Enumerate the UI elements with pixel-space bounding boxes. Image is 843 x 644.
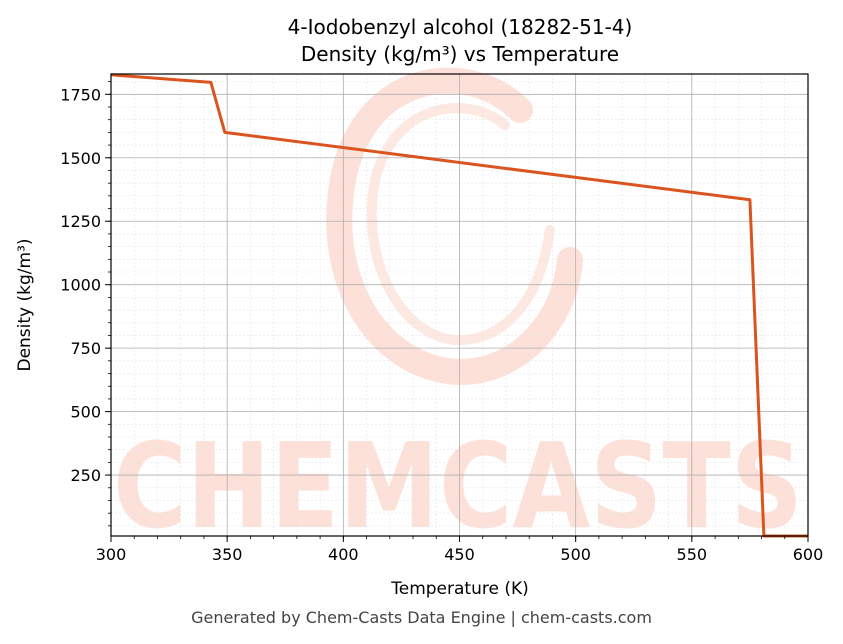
chemcasts-watermark: CHEMCASTS: [113, 67, 803, 555]
chart-subtitle: Density (kg/m³) vs Temperature: [301, 42, 619, 66]
y-tick-label: 750: [70, 339, 101, 358]
y-tick-label: 1250: [60, 212, 101, 231]
y-tick-label: 1500: [60, 149, 101, 168]
footer-credit: Generated by Chem-Casts Data Engine | ch…: [191, 608, 652, 627]
y-tick-label: 250: [70, 466, 101, 485]
y-tick-label: 1000: [60, 276, 101, 295]
y-tick-label: 1750: [60, 85, 101, 104]
x-tick-label: 600: [793, 545, 824, 564]
y-tick-label: 500: [70, 403, 101, 422]
y-axis: 250 500 750 1000 1250 1500 1750: [60, 81, 111, 527]
x-tick-label: 500: [560, 545, 591, 564]
x-tick-label: 450: [444, 545, 475, 564]
x-tick-label: 350: [212, 545, 243, 564]
y-axis-label: Density (kg/m³): [15, 238, 35, 371]
watermark-text: CHEMCASTS: [113, 417, 803, 555]
major-grid: [110, 74, 809, 536]
x-tick-label: 550: [677, 545, 708, 564]
chart-title: 4-Iodobenzyl alcohol (18282-51-4): [288, 15, 633, 39]
x-axis: 300 350 400 450 500 550 600: [96, 536, 824, 564]
x-tick-label: 300: [96, 545, 127, 564]
x-tick-label: 400: [328, 545, 359, 564]
x-axis-label: Temperature (K): [390, 579, 529, 599]
